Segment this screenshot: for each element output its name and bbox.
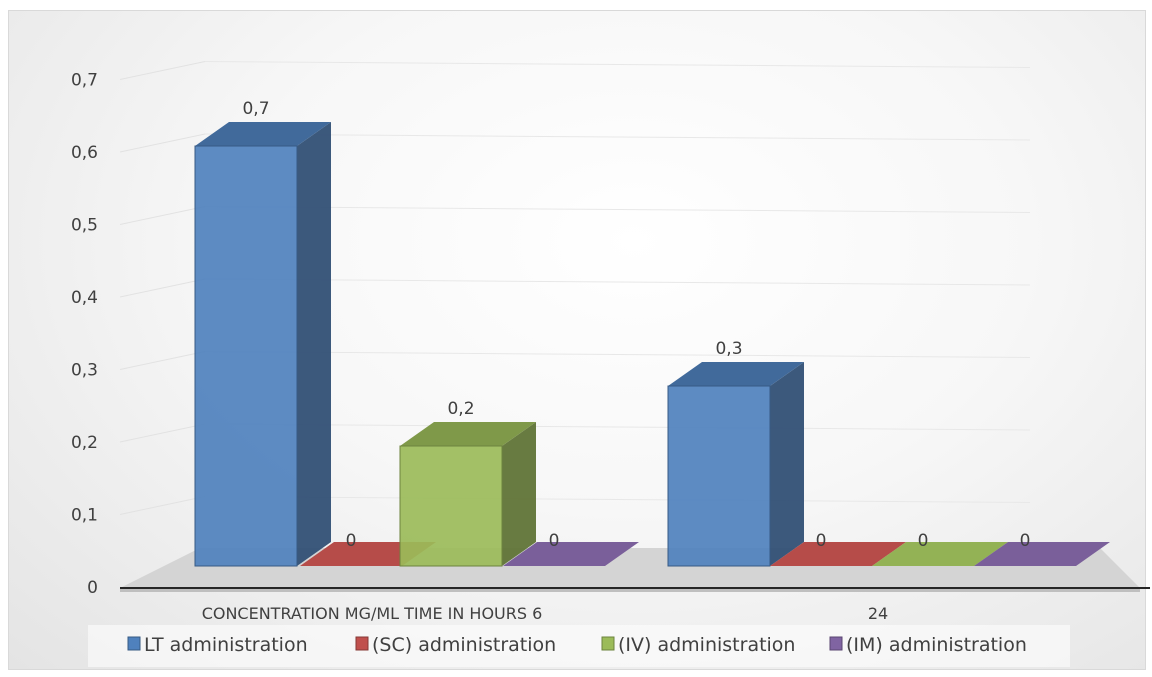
x-category-label: CONCENTRATION MG/ML TIME IN HOURS 6 <box>202 604 543 623</box>
gridline <box>204 496 1031 503</box>
legend-swatch-1 <box>355 636 369 651</box>
gridline-left <box>119 351 206 370</box>
legend-swatch-3 <box>829 636 843 651</box>
data-label: 0,7 <box>242 99 269 119</box>
bar-top-2-0 <box>400 422 536 446</box>
gridline-left <box>119 496 206 515</box>
y-tick-label: 0,6 <box>71 143 98 163</box>
y-tick-label: 0,2 <box>71 433 98 453</box>
data-label: 0 <box>918 531 929 551</box>
gridline <box>204 423 1031 431</box>
bar-top-0-1 <box>668 362 804 386</box>
gridline-left <box>119 133 206 153</box>
bar-side-0-0 <box>297 122 331 566</box>
data-label: 0,3 <box>715 339 742 359</box>
legend-label: (IM) administration <box>846 634 1027 656</box>
bar-0-0 <box>194 145 298 567</box>
y-tick-label: 0,5 <box>71 216 98 236</box>
legend <box>88 625 1070 667</box>
legend-label: (SC) administration <box>372 634 556 656</box>
gridline <box>204 133 1031 141</box>
gridline <box>204 278 1031 286</box>
y-tick-label: 0,1 <box>71 506 98 526</box>
data-label: 0 <box>346 531 357 551</box>
bar-top-0-0 <box>195 122 331 146</box>
bar-3-1 <box>974 542 1110 566</box>
bar-side-2-0 <box>502 422 536 566</box>
data-label: 0 <box>549 531 560 551</box>
data-label: 0,2 <box>447 399 474 419</box>
y-tick-label: 0,4 <box>71 288 98 308</box>
y-tick-label: 0,3 <box>71 361 98 381</box>
gridline-left <box>119 278 206 298</box>
x-category-label: 24 <box>868 604 888 623</box>
gridline <box>204 206 1031 213</box>
bar-side-0-1 <box>770 362 804 566</box>
legend-label: (IV) administration <box>618 634 795 656</box>
gridline-left <box>119 61 206 80</box>
legend-swatch-2 <box>601 636 615 651</box>
y-tick-label: 0 <box>87 578 98 598</box>
gridline <box>204 351 1031 358</box>
bar-1-1 <box>770 542 906 566</box>
legend-label: LT administration <box>144 634 308 656</box>
bar-2-1 <box>872 542 1008 566</box>
y-tick-label: 0,7 <box>71 71 98 91</box>
gridline <box>204 61 1031 68</box>
bar-2-0 <box>399 445 503 567</box>
gridline-left <box>119 206 206 225</box>
bar-3-0 <box>503 542 639 566</box>
data-label: 0 <box>1020 531 1031 551</box>
bar-0-1 <box>667 385 771 567</box>
data-label: 0 <box>816 531 827 551</box>
legend-swatch-0 <box>127 636 141 651</box>
gridline-left <box>119 423 206 443</box>
